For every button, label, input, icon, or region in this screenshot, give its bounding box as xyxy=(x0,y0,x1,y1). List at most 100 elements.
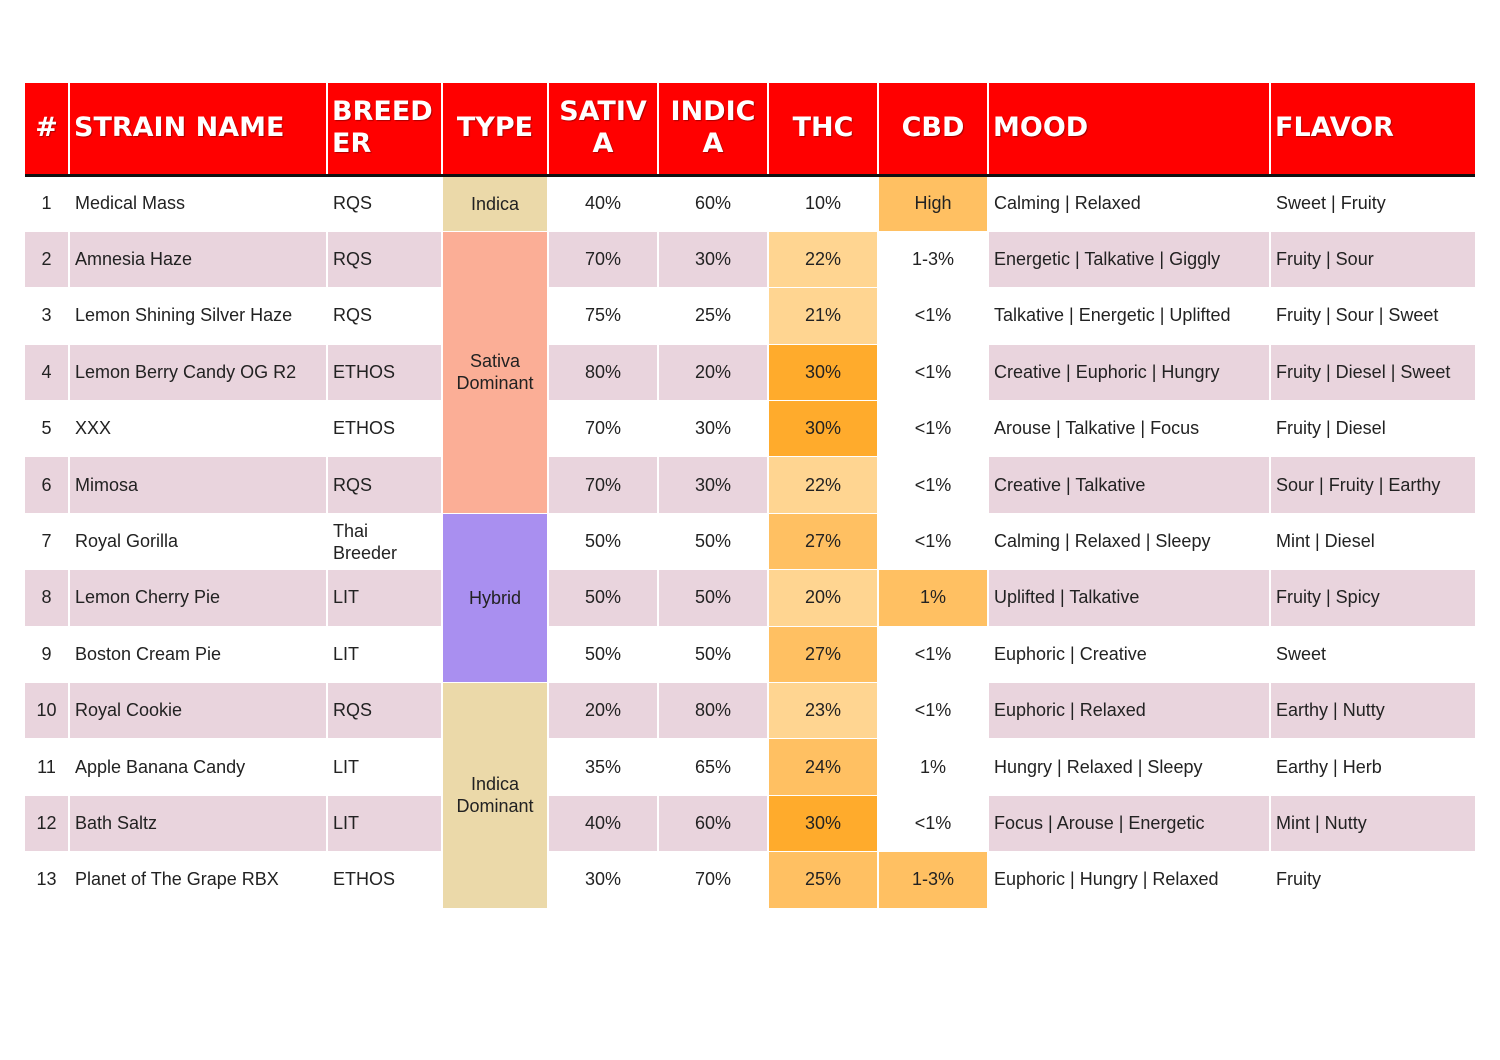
thc-value: 22% xyxy=(768,456,879,514)
flavor: Fruity | Sour xyxy=(1270,231,1475,289)
strain-name: XXX xyxy=(69,400,328,458)
table-row: 13 Planet of The Grape RBX ETHOS 30% 70%… xyxy=(25,851,1475,909)
row-number: 1 xyxy=(25,175,70,232)
breeder: LIT xyxy=(327,626,443,684)
indica-percent: 20% xyxy=(658,344,769,402)
breeder: ETHOS xyxy=(327,344,443,402)
header-strain-name: STRAIN NAME xyxy=(69,83,328,177)
mood: Talkative | Energetic | Uplifted xyxy=(988,287,1271,345)
row-number: 4 xyxy=(25,344,70,402)
thc-value: 25% xyxy=(768,851,879,909)
row-number: 7 xyxy=(25,513,70,571)
table-row: 10 Royal Cookie RQS Indica Dominant 20% … xyxy=(25,682,1475,909)
sativa-percent: 75% xyxy=(548,287,659,345)
mood: Calming | Relaxed xyxy=(988,175,1271,232)
sativa-percent: 70% xyxy=(548,400,659,458)
table-body: 1 Medical Mass RQS Indica 40% 60% 10% Hi… xyxy=(25,175,1475,909)
table-row: 12 Bath Saltz LIT 40% 60% 30% <1% Focus … xyxy=(25,795,1475,853)
flavor: Sweet | Fruity xyxy=(1270,175,1475,232)
table-row: 6 Mimosa RQS 70% 30% 22% <1% Creative | … xyxy=(25,456,1475,514)
flavor: Sour | Fruity | Earthy xyxy=(1270,456,1475,514)
sativa-percent: 30% xyxy=(548,851,659,909)
strain-name: Amnesia Haze xyxy=(69,231,328,289)
mood: Euphoric | Relaxed xyxy=(988,682,1271,740)
thc-value: 30% xyxy=(768,795,879,853)
table-row: 5 XXX ETHOS 70% 30% 30% <1% Arouse | Tal… xyxy=(25,400,1475,458)
cbd-value: <1% xyxy=(878,456,989,514)
cbd-value: <1% xyxy=(878,344,989,402)
sativa-percent: 80% xyxy=(548,344,659,402)
indica-percent: 30% xyxy=(658,456,769,514)
flavor: Mint | Nutty xyxy=(1270,795,1475,853)
table-row: 2 Amnesia Haze RQS Sativa Dominant 70% 3… xyxy=(25,231,1475,514)
indica-percent: 60% xyxy=(658,175,769,232)
flavor: Mint | Diesel xyxy=(1270,513,1475,571)
thc-value: 20% xyxy=(768,569,879,627)
table-row: 7 Royal Gorilla Thai Breeder Hybrid 50% … xyxy=(25,513,1475,684)
mood: Focus | Arouse | Energetic xyxy=(988,795,1271,853)
row-number: 9 xyxy=(25,626,70,684)
cbd-value: 1% xyxy=(878,569,989,627)
flavor: Fruity | Sour | Sweet xyxy=(1270,287,1475,345)
thc-value: 30% xyxy=(768,400,879,458)
breeder: RQS xyxy=(327,231,443,289)
strain-name: Boston Cream Pie xyxy=(69,626,328,684)
flavor: Earthy | Nutty xyxy=(1270,682,1475,740)
indica-percent: 70% xyxy=(658,851,769,909)
table-row: 11 Apple Banana Candy LIT 35% 65% 24% 1%… xyxy=(25,738,1475,796)
breeder: ETHOS xyxy=(327,400,443,458)
cbd-value: <1% xyxy=(878,795,989,853)
breeder: RQS xyxy=(327,175,443,232)
table-header: # STRAIN NAME BREEDER TYPE SATIVA INDICA… xyxy=(25,83,1475,177)
strain-name: Planet of The Grape RBX xyxy=(69,851,328,909)
indica-percent: 50% xyxy=(658,513,769,571)
header-type: TYPE xyxy=(442,83,549,177)
cbd-value: <1% xyxy=(878,287,989,345)
sativa-percent: 20% xyxy=(548,682,659,740)
mood: Creative | Euphoric | Hungry xyxy=(988,344,1271,402)
cbd-value: <1% xyxy=(878,400,989,458)
strain-name: Lemon Berry Candy OG R2 xyxy=(69,344,328,402)
row-number: 2 xyxy=(25,231,70,289)
breeder: LIT xyxy=(327,738,443,796)
breeder: RQS xyxy=(327,456,443,514)
row-number: 11 xyxy=(25,738,70,796)
strain-name: Royal Cookie xyxy=(69,682,328,740)
table-row: 8 Lemon Cherry Pie LIT 50% 50% 20% 1% Up… xyxy=(25,569,1475,627)
table-row: 3 Lemon Shining Silver Haze RQS 75% 25% … xyxy=(25,287,1475,345)
cbd-value: 1-3% xyxy=(878,851,989,909)
type-indica: Indica xyxy=(442,175,549,232)
mood: Hungry | Relaxed | Sleepy xyxy=(988,738,1271,796)
type-sativa-dominant: Sativa Dominant xyxy=(442,231,549,514)
sativa-percent: 70% xyxy=(548,456,659,514)
cbd-value: 1% xyxy=(878,738,989,796)
indica-percent: 80% xyxy=(658,682,769,740)
strain-name: Lemon Shining Silver Haze xyxy=(69,287,328,345)
header-thc: THC xyxy=(768,83,879,177)
indica-percent: 30% xyxy=(658,400,769,458)
mood: Euphoric | Creative xyxy=(988,626,1271,684)
flavor: Sweet xyxy=(1270,626,1475,684)
type-hybrid: Hybrid xyxy=(442,513,549,684)
indica-percent: 25% xyxy=(658,287,769,345)
flavor: Fruity xyxy=(1270,851,1475,909)
indica-percent: 60% xyxy=(658,795,769,853)
type-indica-dominant: Indica Dominant xyxy=(442,682,549,909)
thc-value: 10% xyxy=(768,175,879,232)
table-row: 1 Medical Mass RQS Indica 40% 60% 10% Hi… xyxy=(25,175,1475,232)
cbd-value: <1% xyxy=(878,626,989,684)
flavor: Fruity | Diesel xyxy=(1270,400,1475,458)
row-number: 13 xyxy=(25,851,70,909)
sativa-percent: 50% xyxy=(548,569,659,627)
strain-name: Mimosa xyxy=(69,456,328,514)
breeder: ETHOS xyxy=(327,851,443,909)
thc-value: 21% xyxy=(768,287,879,345)
strain-name: Apple Banana Candy xyxy=(69,738,328,796)
cbd-value: <1% xyxy=(878,513,989,571)
row-number: 12 xyxy=(25,795,70,853)
strain-table-container: # STRAIN NAME BREEDER TYPE SATIVA INDICA… xyxy=(25,83,1475,909)
header-sativa: SATIVA xyxy=(548,83,659,177)
row-number: 3 xyxy=(25,287,70,345)
cbd-value: 1-3% xyxy=(878,231,989,289)
indica-percent: 50% xyxy=(658,569,769,627)
